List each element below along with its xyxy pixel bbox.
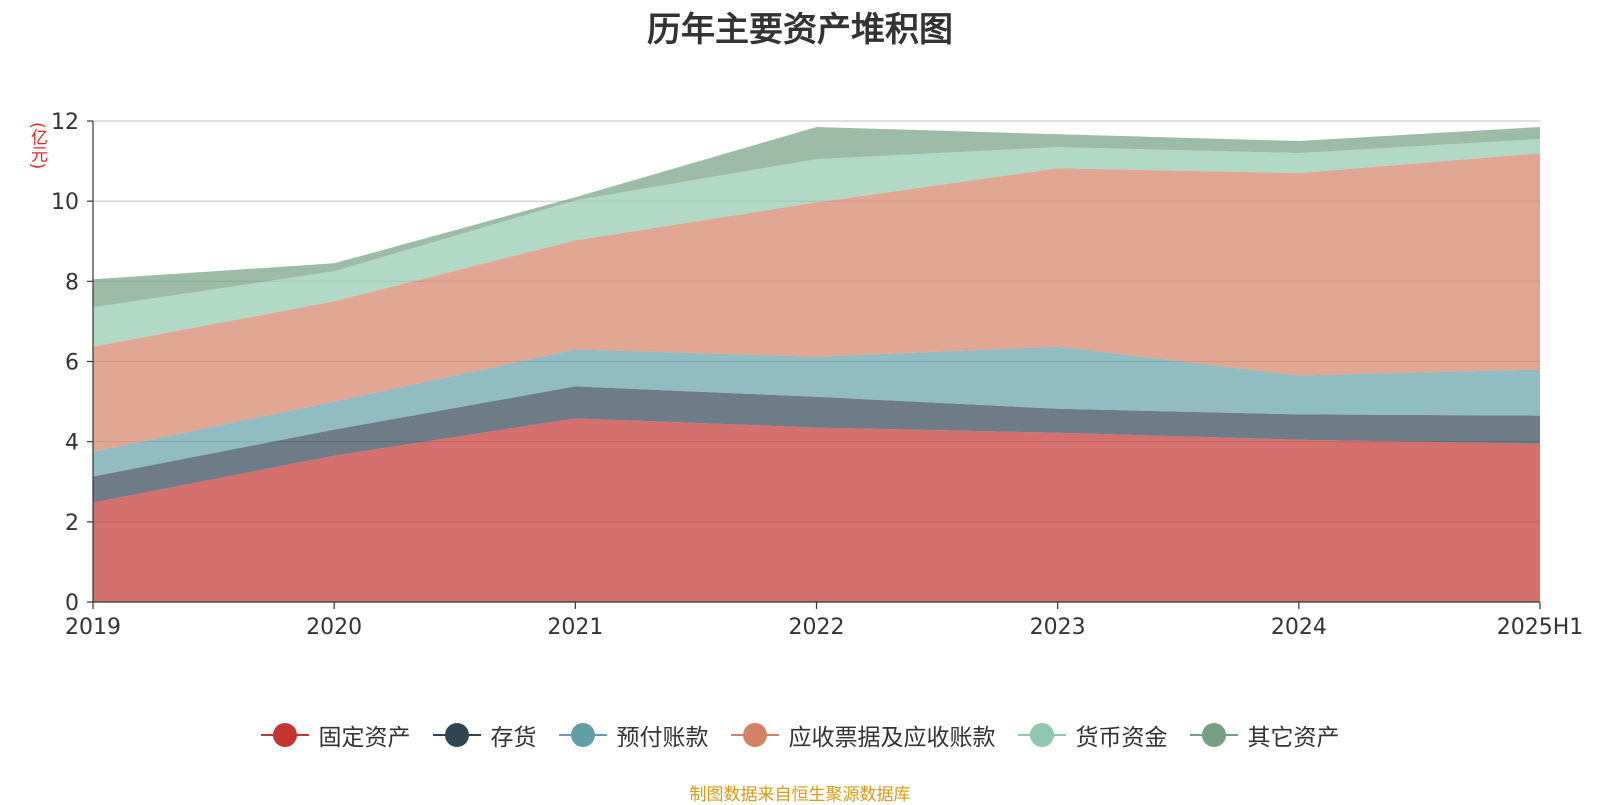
legend-marker-icon <box>558 723 607 747</box>
y-tick-label: 0 <box>65 591 79 616</box>
x-tick-label: 2022 <box>789 615 845 640</box>
chart-title: 历年主要资产堆积图 <box>647 10 953 50</box>
y-tick-label: 10 <box>51 190 79 215</box>
y-tick-label: 2 <box>65 511 79 536</box>
legend-label: 固定资产 <box>318 725 411 751</box>
legend-item[interactable]: 固定资产 <box>260 718 411 752</box>
legend-item[interactable]: 存货 <box>432 718 537 752</box>
x-tick-label: 2023 <box>1030 615 1086 640</box>
legend-label: 其它资产 <box>1247 725 1340 751</box>
legend-item[interactable]: 预付账款 <box>558 718 709 752</box>
legend-marker-icon <box>260 723 309 747</box>
y-tick-label: 8 <box>65 270 79 295</box>
legend-label: 货币资金 <box>1075 725 1168 751</box>
x-tick-label: 2025H1 <box>1497 615 1584 640</box>
legend-label: 预付账款 <box>616 725 709 751</box>
series-area-2 <box>93 346 1540 477</box>
legend-item[interactable]: 货币资金 <box>1017 718 1168 752</box>
legend-marker-icon <box>1017 723 1066 747</box>
y-tick-label: 12 <box>51 110 79 135</box>
x-tick-label: 2024 <box>1271 615 1327 640</box>
y-tick-label: 4 <box>65 431 79 456</box>
legend-item[interactable]: 其它资产 <box>1189 718 1340 752</box>
legend-marker-icon <box>1189 723 1238 747</box>
x-tick-label: 2019 <box>65 615 121 640</box>
series-area-0 <box>93 418 1540 602</box>
legend-label: 应收票据及应收账款 <box>788 725 996 751</box>
data-source-note: 制图数据来自恒生聚源数据库 <box>689 785 911 805</box>
legend-marker-icon <box>730 723 779 747</box>
legend: 固定资产 存货 预付账款 应收票据及应收账款 货币资金 其它资产 <box>0 718 1600 752</box>
series-area-5 <box>93 127 1540 308</box>
legend-label: 存货 <box>490 725 537 751</box>
x-tick-label: 2020 <box>306 615 362 640</box>
x-tick-label: 2021 <box>547 615 603 640</box>
series-area-1 <box>93 386 1540 503</box>
legend-item[interactable]: 应收票据及应收账款 <box>730 718 996 752</box>
series-area-3 <box>93 153 1540 452</box>
y-axis-unit-label: (亿元) <box>27 122 47 170</box>
series-area-4 <box>93 139 1540 347</box>
legend-marker-icon <box>432 723 481 747</box>
y-tick-label: 6 <box>65 351 79 376</box>
